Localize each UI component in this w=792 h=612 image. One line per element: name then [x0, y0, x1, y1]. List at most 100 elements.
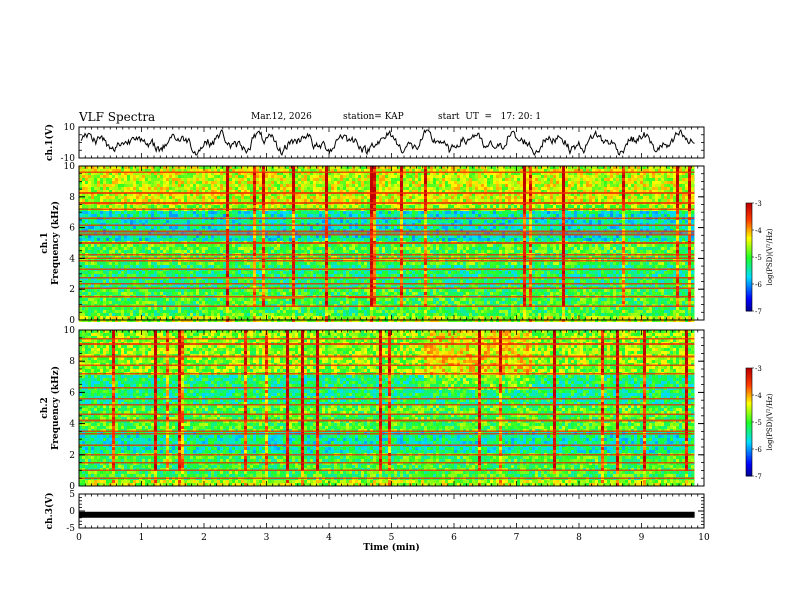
spectrogram-cell	[652, 226, 655, 229]
spectrogram-cell	[670, 199, 673, 202]
spectrogram-cell	[304, 166, 307, 169]
spectrogram-cell	[325, 235, 328, 238]
spectrogram-cell	[592, 184, 595, 187]
spectrogram-cell	[610, 199, 613, 202]
spectrogram-cell	[427, 193, 430, 196]
spectrogram-cell	[487, 214, 490, 217]
spectrogram-cell	[544, 166, 547, 169]
spectrogram-cell	[109, 169, 112, 172]
spectrogram-cell	[514, 193, 517, 196]
spectrogram-cell	[430, 187, 433, 190]
spectrogram-cell	[373, 187, 376, 190]
spectrogram-cell	[688, 190, 691, 193]
spectrogram-cell	[652, 169, 655, 172]
spectrogram-cell	[85, 199, 88, 202]
spectrogram-cell	[370, 172, 373, 175]
spectrogram-cell	[457, 187, 460, 190]
spectrogram-cell	[148, 172, 151, 175]
spectrogram-cell	[118, 190, 121, 193]
spectrogram-cell	[196, 211, 199, 214]
spectrogram-cell	[661, 220, 664, 223]
spectrogram-cell	[436, 175, 439, 178]
spectrogram-cell	[214, 199, 217, 202]
spectrogram-cell	[691, 199, 694, 202]
spectrogram-cell	[127, 226, 130, 229]
spectrogram-cell	[352, 169, 355, 172]
spectrogram-cell	[286, 232, 289, 235]
spectrogram-cell	[235, 190, 238, 193]
spectrogram-cell	[667, 172, 670, 175]
spectrogram-cell	[88, 184, 91, 187]
spectrogram-cell	[487, 187, 490, 190]
spectrogram-cell	[319, 175, 322, 178]
spectrogram-cell	[616, 187, 619, 190]
spectrogram-cell	[622, 172, 625, 175]
spectrogram-cell	[202, 193, 205, 196]
spectrogram-cell	[310, 229, 313, 232]
spectrogram-cell	[316, 226, 319, 229]
spectrogram-cell	[271, 199, 274, 202]
spectrogram-cell	[505, 229, 508, 232]
spectrogram-cell	[160, 190, 163, 193]
spectrogram-cell	[190, 181, 193, 184]
spectrogram-cell	[415, 169, 418, 172]
spectrogram-cell	[601, 169, 604, 172]
spectrogram-cell	[289, 181, 292, 184]
spectrogram-cell	[406, 232, 409, 235]
spectrogram-cell	[85, 235, 88, 238]
spectrogram-cell	[256, 166, 259, 169]
spectrogram-cell	[391, 166, 394, 169]
spectrogram-cell	[151, 190, 154, 193]
spectrogram-cell	[547, 220, 550, 223]
spectrogram-cell	[199, 187, 202, 190]
spectrogram-cell	[277, 181, 280, 184]
spectrogram-cell	[466, 229, 469, 232]
spectrogram-cell	[106, 238, 109, 241]
spectrogram-cell	[361, 211, 364, 214]
spectrogram-cell	[505, 235, 508, 238]
spectrogram-cell	[289, 196, 292, 199]
spectrogram-cell	[586, 232, 589, 235]
spectrogram-cell	[391, 178, 394, 181]
spectrogram-cell	[85, 181, 88, 184]
spectrogram-cell	[259, 169, 262, 172]
spectrogram-cell	[679, 235, 682, 238]
spectrogram-cell	[289, 205, 292, 208]
spectrogram-cell	[292, 166, 295, 169]
spectrogram-cell	[535, 193, 538, 196]
spectrogram-cell	[574, 226, 577, 229]
spectrogram-cell	[202, 196, 205, 199]
spectrogram-cell	[160, 175, 163, 178]
spectrogram-cell	[283, 220, 286, 223]
spectrogram-cell	[94, 238, 97, 241]
spectrogram-cell	[454, 235, 457, 238]
spectrogram-cell	[532, 190, 535, 193]
spectrogram-cell	[394, 232, 397, 235]
spectrogram-cell	[607, 220, 610, 223]
spectrogram-cell	[598, 181, 601, 184]
spectrogram-cell	[691, 175, 694, 178]
spectrogram-cell	[148, 175, 151, 178]
spectrogram-cell	[508, 235, 511, 238]
spectrogram-cell	[652, 199, 655, 202]
spectrogram-cell	[253, 193, 256, 196]
spectrogram-cell	[484, 205, 487, 208]
spectrogram-cell	[466, 196, 469, 199]
spectrogram-cell	[448, 214, 451, 217]
spectrogram-cell	[319, 196, 322, 199]
spectrogram-cell	[214, 166, 217, 169]
spectrogram-cell	[361, 178, 364, 181]
spectrogram-cell	[595, 211, 598, 214]
spectrogram-cell	[385, 175, 388, 178]
spectrogram-cell	[160, 166, 163, 169]
spectrogram-cell	[118, 178, 121, 181]
spectrogram-cell	[478, 229, 481, 232]
spectrogram-cell	[694, 211, 695, 214]
spectrogram-cell	[217, 190, 220, 193]
spectrogram-cell	[538, 235, 541, 238]
spectrogram-cell	[532, 205, 535, 208]
spectrogram-cell	[565, 196, 568, 199]
spectrogram-cell	[106, 226, 109, 229]
spectrogram-cell	[586, 181, 589, 184]
spectrogram-cell	[295, 232, 298, 235]
